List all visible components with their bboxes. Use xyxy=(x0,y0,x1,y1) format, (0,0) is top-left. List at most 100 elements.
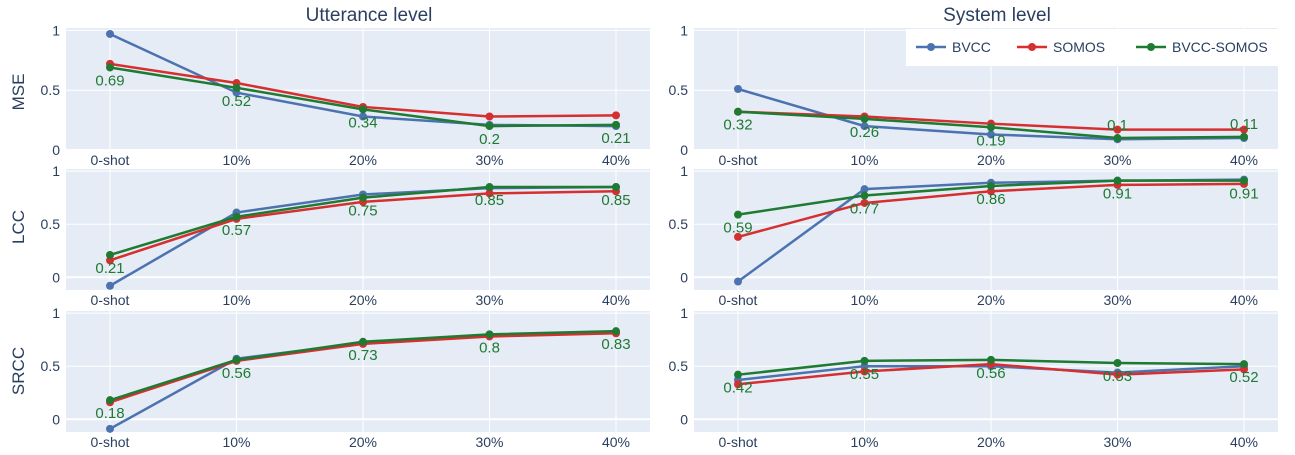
legend-item-somos: SOMOS xyxy=(1017,39,1105,55)
point-somos xyxy=(734,232,742,241)
data-label: 0.69 xyxy=(95,72,124,89)
column-title-system: System level xyxy=(943,5,1051,26)
data-label: 0.2 xyxy=(479,131,500,148)
x-tick-label: 0-shot xyxy=(719,292,758,308)
y-tick-label: 0 xyxy=(52,411,60,427)
point-bvcc-somos xyxy=(860,114,869,123)
x-tick-label: 10% xyxy=(850,152,878,168)
panel-srcc-utterance: 0 0.5 1 0-shot 10% 20% 30% 40% 0.18 0.56 0.73 0.8 0.… xyxy=(41,305,650,450)
point-bvcc-somos xyxy=(485,330,494,339)
point-bvcc-somos xyxy=(987,355,995,364)
data-label: 0.56 xyxy=(976,365,1005,382)
data-label: 0.11 xyxy=(1230,116,1258,133)
point-somos xyxy=(860,198,869,207)
point-bvcc xyxy=(106,29,114,38)
point-bvcc-somos xyxy=(734,210,742,219)
point-somos xyxy=(734,380,742,389)
legend-marker-bvcc xyxy=(927,43,935,51)
point-somos xyxy=(1113,125,1122,134)
point-bvcc-somos xyxy=(1113,176,1122,185)
data-label: 0.32 xyxy=(723,117,752,134)
point-bvcc xyxy=(734,277,742,286)
x-tick-label: 30% xyxy=(1103,292,1131,308)
panel-background xyxy=(66,28,650,150)
data-label: 0.91 xyxy=(1229,186,1258,203)
point-bvcc xyxy=(106,281,114,290)
legend-marker-bvcc-somos xyxy=(1147,43,1155,51)
x-tick-label: 30% xyxy=(475,152,503,168)
x-tick-label: 0-shot xyxy=(91,292,130,308)
data-label: 0.18 xyxy=(95,405,124,422)
row-label-mse: MSE xyxy=(9,74,28,111)
legend-item-bvcc-somos: BVCC-SOMOS xyxy=(1136,39,1268,55)
y-tick-label: 0 xyxy=(680,142,688,158)
panel-background xyxy=(66,311,650,432)
point-bvcc-somos xyxy=(860,191,869,200)
point-bvcc-somos xyxy=(612,120,620,129)
data-label: 0.77 xyxy=(850,201,879,218)
panel-background xyxy=(694,169,1278,290)
point-bvcc-somos xyxy=(860,356,869,365)
x-tick-label: 20% xyxy=(349,152,377,168)
point-bvcc-somos xyxy=(734,107,742,116)
point-bvcc-somos xyxy=(232,355,241,364)
x-tick-label: 0-shot xyxy=(91,152,130,168)
point-bvcc-somos xyxy=(359,193,367,202)
x-tick-label: 10% xyxy=(222,434,250,450)
x-tick-label: 30% xyxy=(1103,434,1131,450)
point-bvcc-somos xyxy=(106,396,114,405)
data-label: 0.75 xyxy=(348,203,377,220)
x-tick-label: 0-shot xyxy=(719,434,758,450)
y-tick-label: 0.5 xyxy=(669,216,689,232)
x-tick-label: 40% xyxy=(602,152,630,168)
point-bvcc-somos xyxy=(734,370,742,379)
point-bvcc-somos xyxy=(987,181,995,190)
point-bvcc-somos xyxy=(485,183,494,192)
data-label: 0.85 xyxy=(475,192,504,209)
x-tick-label: 20% xyxy=(977,434,1005,450)
point-somos xyxy=(485,189,494,198)
point-bvcc xyxy=(860,185,869,194)
point-bvcc-somos xyxy=(612,183,620,192)
point-somos xyxy=(612,111,620,120)
x-tick-label: 10% xyxy=(222,152,250,168)
point-bvcc-somos xyxy=(1113,359,1122,368)
point-bvcc xyxy=(734,85,742,93)
panels: 0 0.5 1 0-shot 10% 20% 30% 40% 0.69 0.52 0.34 0.2 0.… xyxy=(41,22,1278,450)
point-bvcc xyxy=(359,112,367,121)
x-tick-label: 40% xyxy=(602,292,630,308)
y-tick-label: 0 xyxy=(52,142,60,158)
y-tick-label: 0.5 xyxy=(41,358,61,374)
point-somos xyxy=(1240,125,1248,134)
panel-srcc-system: 0 0.5 1 0-shot 10% 20% 30% 40% 0.42 0.55 0.56 0.53 0… xyxy=(669,305,1278,450)
panel-mse-utterance: 0 0.5 1 0-shot 10% 20% 30% 40% 0.69 0.52 0.34 0.2 0.… xyxy=(41,22,650,168)
x-tick-label: 0-shot xyxy=(719,152,758,168)
data-label: 0.26 xyxy=(850,124,879,141)
point-somos xyxy=(860,367,869,376)
legend-label-somos: SOMOS xyxy=(1053,39,1105,55)
data-label: 0.73 xyxy=(348,347,377,364)
legend: BVCC SOMOS BVCC-SOMOS xyxy=(906,29,1286,66)
data-label: 0.56 xyxy=(222,365,251,382)
point-bvcc-somos xyxy=(1240,360,1248,369)
y-tick-label: 1 xyxy=(52,163,60,179)
point-bvcc-somos xyxy=(359,105,367,114)
data-label: 0.52 xyxy=(222,93,251,110)
point-bvcc-somos xyxy=(612,327,620,336)
x-tick-label: 0-shot xyxy=(91,434,130,450)
point-bvcc-somos xyxy=(359,337,367,346)
y-tick-label: 0.5 xyxy=(669,82,689,98)
y-tick-label: 0.5 xyxy=(669,358,689,374)
data-label: 0.52 xyxy=(1229,369,1258,386)
panel-lcc-system: 0 0.5 1 0-shot 10% 20% 30% 40% 0.59 0.77 0.86 0.91 0… xyxy=(669,163,1278,308)
point-bvcc-somos xyxy=(1240,132,1248,141)
data-label: 0.83 xyxy=(601,336,630,353)
data-label: 0.59 xyxy=(723,220,752,237)
x-tick-label: 30% xyxy=(475,292,503,308)
y-tick-label: 0 xyxy=(680,411,688,427)
data-label: 0.21 xyxy=(601,130,630,147)
y-tick-label: 0.5 xyxy=(41,216,61,232)
x-tick-label: 30% xyxy=(1103,152,1131,168)
row-label-srcc: SRCC xyxy=(9,347,28,395)
